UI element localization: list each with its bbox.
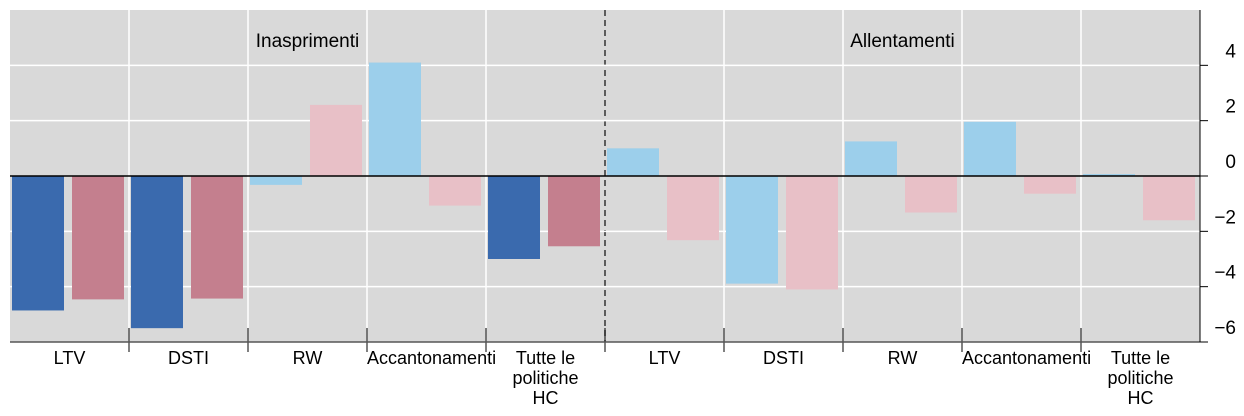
y-tick-label: −2: [1214, 207, 1236, 228]
y-tick-label: 0: [1225, 152, 1236, 173]
bar: [786, 176, 838, 290]
bar: [1083, 174, 1135, 176]
group-title: Allentamenti: [850, 31, 955, 52]
bar: [1024, 176, 1076, 194]
y-tick-label: 2: [1225, 97, 1236, 118]
x-tick-label: Accantonamenti: [962, 348, 1092, 368]
bar: [1143, 176, 1195, 221]
x-tick-label: LTV: [648, 348, 681, 368]
x-tick-label: LTV: [53, 348, 86, 368]
x-tick-label: DSTI: [762, 348, 804, 368]
x-tick-label: RW: [292, 348, 323, 368]
bar: [369, 62, 421, 176]
bar: [548, 176, 600, 247]
bar: [429, 176, 481, 206]
x-tick-label: Tutte le politiche HC: [1107, 348, 1174, 408]
y-tick-label: −4: [1214, 263, 1236, 284]
x-tick-label: DSTI: [167, 348, 209, 368]
x-tick-label: RW: [887, 348, 918, 368]
y-tick-label: 4: [1225, 41, 1236, 62]
bar: [310, 104, 362, 176]
bar: [131, 176, 183, 329]
bar: [845, 141, 897, 176]
bar: [488, 176, 540, 259]
group-title: Inasprimenti: [256, 31, 360, 52]
bar: [667, 176, 719, 241]
bar: [250, 176, 302, 185]
bar: [72, 176, 124, 300]
bar: [726, 176, 778, 284]
bar: [905, 176, 957, 213]
y-tick-label: −6: [1214, 318, 1236, 339]
bar: [607, 148, 659, 176]
bar: [12, 176, 64, 311]
bar: [191, 176, 243, 299]
bar: [964, 121, 1016, 176]
x-tick-label: Tutte le politiche HC: [512, 348, 579, 408]
x-tick-label: Accantonamenti: [367, 348, 497, 368]
